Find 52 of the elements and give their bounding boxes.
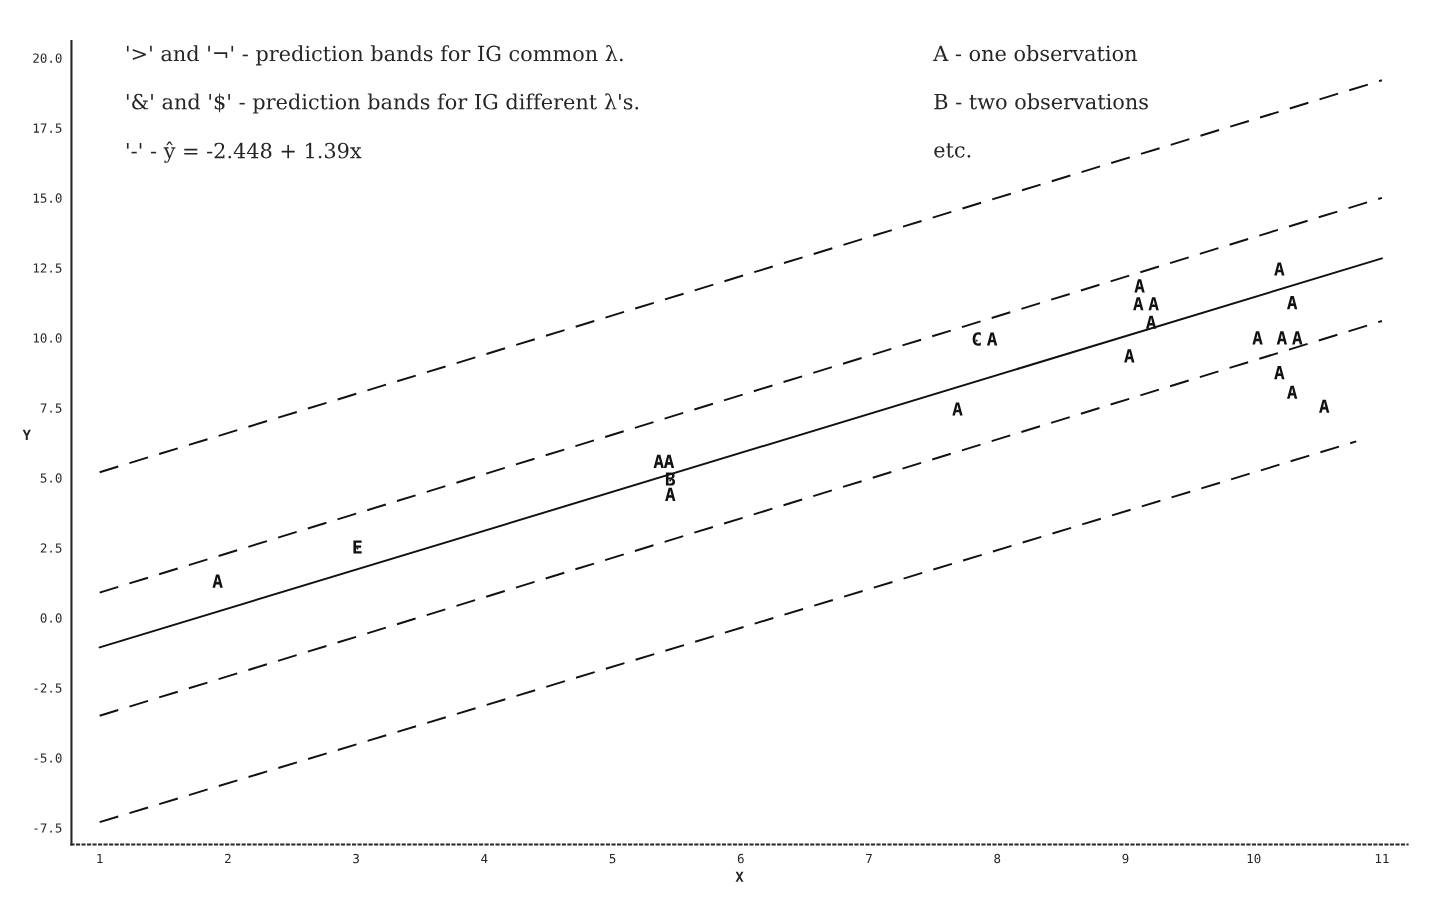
annotation: B - two observations bbox=[934, 93, 1148, 110]
data-label: A bbox=[1133, 297, 1144, 311]
data-label: A bbox=[1145, 315, 1157, 329]
x-tick-label: 4 bbox=[481, 854, 488, 864]
x-tick-label: 3 bbox=[353, 853, 359, 864]
y-tick-label: 12.5 bbox=[33, 263, 62, 273]
y-tick-label: 20.0 bbox=[33, 53, 62, 63]
data-label: A bbox=[1287, 385, 1298, 399]
data-label: A bbox=[1124, 349, 1135, 363]
data-label: A bbox=[986, 332, 998, 346]
x-tick-label: 5 bbox=[609, 854, 616, 864]
x-tick-label: 10 bbox=[1247, 853, 1261, 864]
data-label: E bbox=[353, 540, 362, 554]
x-tick-label: 2 bbox=[225, 853, 231, 864]
data-label: A bbox=[1287, 296, 1298, 310]
data-label: A bbox=[212, 574, 223, 588]
annotation: etc. bbox=[934, 143, 971, 158]
data-label: A bbox=[1274, 366, 1285, 380]
data-label: A bbox=[1274, 262, 1285, 276]
annotation: '>' and '¬' - prediction bands for IG common λ. bbox=[126, 45, 623, 66]
y-tick-label: 5.0 bbox=[40, 473, 62, 483]
data-label: A bbox=[952, 402, 963, 416]
data-label: A bbox=[1148, 297, 1159, 311]
x-axis-title: X bbox=[735, 871, 744, 882]
x-tick-label: 1 bbox=[97, 854, 103, 864]
y-axis-title: Y bbox=[22, 429, 31, 440]
data-label: A bbox=[665, 487, 676, 501]
y-tick-label: 2.5 bbox=[40, 543, 62, 553]
y-tick-label: 7.5 bbox=[40, 403, 62, 413]
y-tick-label: 17.5 bbox=[33, 123, 62, 133]
y-tick-label: -5.0 bbox=[34, 753, 62, 763]
x-tick-label: 7 bbox=[866, 854, 872, 864]
y-tick-label: -7.5 bbox=[34, 823, 62, 833]
data-label: C bbox=[972, 332, 981, 346]
x-tick-label: 6 bbox=[737, 853, 744, 864]
annotation: A - one observation bbox=[933, 45, 1137, 62]
y-tick-label: 10.0 bbox=[33, 333, 62, 343]
annotation: '-' - ŷ = -2.448 + 1.39x bbox=[126, 141, 362, 163]
data-label: A bbox=[1319, 399, 1330, 413]
data-label: A bbox=[1134, 279, 1145, 293]
data-label: A bbox=[663, 454, 675, 468]
x-tick-label: 8 bbox=[994, 853, 1001, 864]
data-label: A bbox=[1292, 331, 1303, 345]
y-tick-label: 0.0 bbox=[40, 613, 62, 623]
annotation: '&' and '$' - prediction bands for IG different λ's. bbox=[126, 93, 639, 114]
y-tick-label: -2.5 bbox=[34, 683, 62, 693]
data-label: A bbox=[653, 454, 664, 468]
y-tick-label: 15.0 bbox=[33, 193, 62, 203]
data-label: A bbox=[1276, 331, 1288, 345]
x-tick-label: 11 bbox=[1375, 854, 1389, 864]
x-tick-label: 9 bbox=[1122, 853, 1129, 864]
data-label: A bbox=[1252, 331, 1263, 345]
